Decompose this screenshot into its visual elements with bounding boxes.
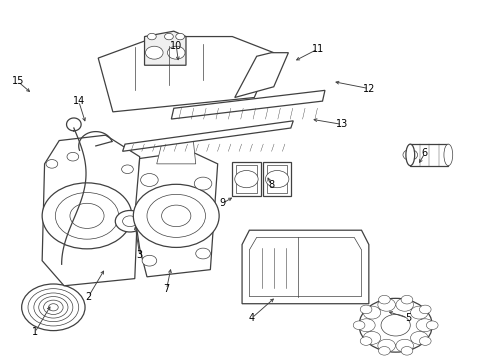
Circle shape (42, 183, 132, 249)
Text: 5: 5 (404, 313, 410, 323)
Ellipse shape (405, 144, 414, 166)
Text: 9: 9 (219, 198, 225, 208)
Polygon shape (236, 165, 256, 193)
Circle shape (122, 165, 133, 174)
Circle shape (48, 304, 58, 311)
Circle shape (21, 284, 85, 330)
Text: 1: 1 (32, 327, 38, 337)
Text: 15: 15 (12, 76, 24, 86)
Polygon shape (135, 151, 217, 277)
Circle shape (194, 177, 211, 190)
Circle shape (133, 184, 219, 247)
Polygon shape (144, 31, 185, 65)
Circle shape (395, 339, 413, 352)
Text: 11: 11 (311, 44, 323, 54)
Circle shape (368, 306, 422, 345)
Circle shape (167, 46, 184, 59)
Circle shape (28, 289, 79, 326)
Circle shape (400, 295, 412, 304)
Circle shape (358, 298, 431, 352)
Circle shape (43, 300, 63, 315)
Polygon shape (42, 135, 140, 286)
Polygon shape (98, 37, 273, 112)
Text: 13: 13 (335, 120, 347, 129)
Circle shape (363, 306, 380, 319)
Circle shape (67, 152, 79, 161)
Polygon shape (266, 165, 287, 193)
Circle shape (426, 321, 437, 329)
Circle shape (357, 319, 374, 332)
Circle shape (234, 171, 258, 188)
Polygon shape (263, 162, 291, 196)
Circle shape (363, 332, 380, 344)
Text: 6: 6 (421, 148, 427, 158)
Circle shape (360, 305, 371, 314)
Text: 8: 8 (268, 180, 274, 190)
Circle shape (419, 337, 430, 345)
Polygon shape (157, 140, 195, 164)
Circle shape (402, 149, 417, 160)
Circle shape (164, 33, 173, 40)
Polygon shape (242, 230, 368, 304)
Text: 7: 7 (163, 284, 169, 294)
Polygon shape (171, 90, 325, 119)
Circle shape (380, 315, 409, 336)
Circle shape (141, 174, 158, 186)
Circle shape (410, 332, 427, 344)
Circle shape (161, 205, 190, 226)
Circle shape (378, 295, 389, 304)
Circle shape (115, 211, 144, 232)
Text: 4: 4 (248, 313, 254, 323)
Ellipse shape (443, 144, 452, 166)
Text: 12: 12 (362, 84, 374, 94)
Polygon shape (122, 121, 293, 151)
Circle shape (122, 216, 137, 226)
Circle shape (360, 337, 371, 345)
Circle shape (147, 194, 205, 237)
Circle shape (145, 46, 163, 59)
Circle shape (39, 297, 68, 318)
Circle shape (142, 255, 157, 266)
Text: 3: 3 (136, 250, 142, 260)
Circle shape (70, 203, 104, 228)
Circle shape (400, 347, 412, 355)
Polygon shape (232, 162, 260, 196)
Circle shape (195, 248, 210, 259)
Text: 14: 14 (72, 96, 84, 106)
Bar (409, 144, 447, 166)
Circle shape (415, 319, 433, 332)
Circle shape (147, 33, 156, 40)
Circle shape (265, 171, 288, 188)
Circle shape (410, 306, 427, 319)
Circle shape (46, 159, 58, 168)
Text: 2: 2 (85, 292, 91, 302)
Text: 10: 10 (170, 41, 182, 50)
Circle shape (34, 293, 73, 321)
Circle shape (395, 298, 413, 311)
Polygon shape (249, 237, 361, 297)
Polygon shape (234, 53, 288, 98)
Circle shape (419, 305, 430, 314)
Circle shape (55, 193, 119, 239)
Circle shape (378, 347, 389, 355)
Circle shape (175, 33, 184, 40)
Circle shape (377, 298, 395, 311)
Circle shape (352, 321, 364, 329)
Circle shape (377, 339, 395, 352)
